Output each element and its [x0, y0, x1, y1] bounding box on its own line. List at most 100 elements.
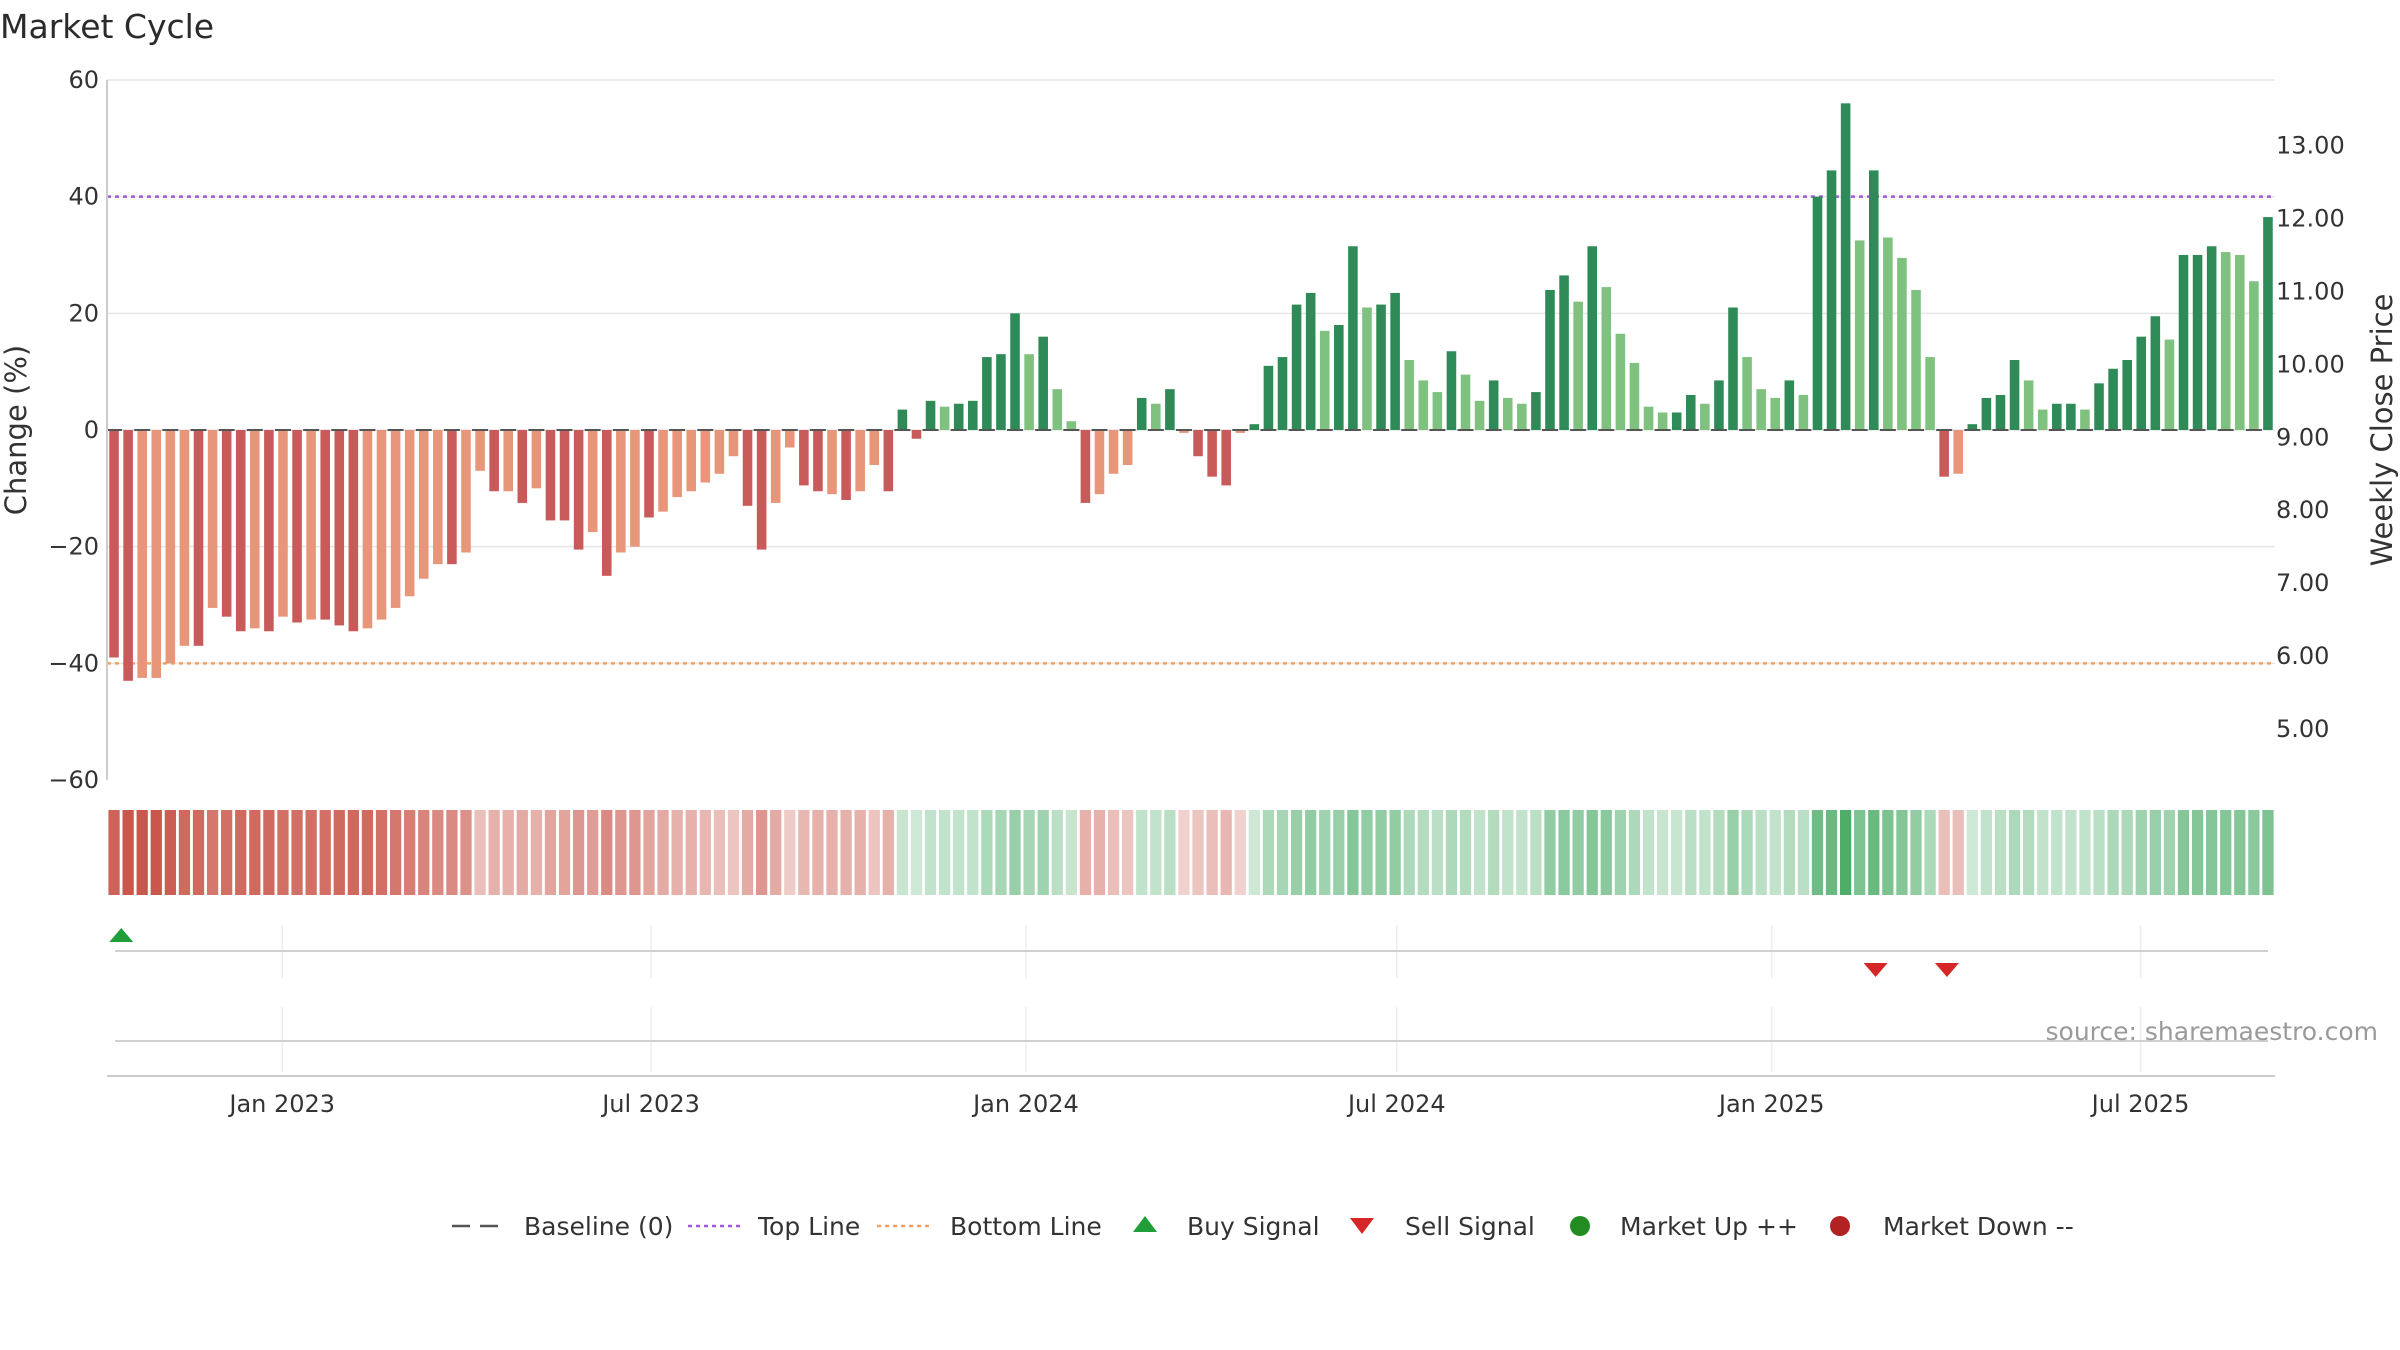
heat-cell-44: [727, 810, 740, 895]
legend-item: Baseline (0): [452, 1212, 673, 1241]
bar-120: [1798, 395, 1809, 430]
heat-cell-123: [1839, 810, 1852, 895]
heat-cell-70: [1093, 810, 1106, 895]
bar-19: [376, 430, 387, 620]
bar-32: [559, 430, 570, 521]
heat-cell-108: [1628, 810, 1641, 895]
bar-10: [250, 430, 260, 629]
bar-131: [1953, 430, 1964, 474]
right-tick-label: 8.00: [2276, 496, 2329, 524]
heat-cell-150: [2220, 810, 2232, 895]
bar-34: [587, 430, 598, 533]
bar-series: [109, 103, 2273, 681]
bar-71: [1108, 430, 1119, 474]
bar-128: [1911, 290, 1921, 430]
signals-panel: [109, 925, 2268, 978]
bar-136: [2023, 380, 2034, 430]
heat-cell-118: [1769, 810, 1781, 895]
bar-95: [1446, 351, 1457, 430]
bar-91: [1390, 292, 1400, 430]
bar-108: [1629, 362, 1640, 430]
bar-92: [1404, 360, 1414, 430]
bar-149: [2206, 246, 2217, 430]
bar-87: [1334, 325, 1344, 430]
heat-cell-114: [1713, 810, 1725, 895]
heat-cell-120: [1797, 810, 1810, 895]
heat-cell-71: [1107, 810, 1120, 895]
bar-53: [855, 430, 865, 492]
heat-cell-132: [1966, 810, 1978, 895]
heat-cell-75: [1164, 810, 1176, 895]
heat-cell-107: [1614, 810, 1627, 895]
left-tick-label: −40: [48, 649, 99, 677]
bar-127: [1897, 257, 1907, 430]
sell-signal-marker: [1863, 963, 1888, 977]
heat-cell-82: [1262, 810, 1275, 895]
bar-124: [1854, 240, 1865, 430]
heat-cell-106: [1600, 810, 1612, 895]
bar-83: [1277, 357, 1288, 430]
heat-cell-55: [882, 810, 894, 895]
heat-cell-20: [389, 810, 402, 895]
bar-77: [1193, 430, 1203, 457]
heat-cell-56: [896, 810, 909, 895]
heat-cell-117: [1755, 810, 1767, 895]
bar-63: [996, 354, 1006, 430]
heat-cell-147: [2177, 810, 2190, 895]
legend-item: Bottom Line: [877, 1212, 1102, 1241]
heat-cell-90: [1375, 810, 1387, 895]
heat-cell-145: [2149, 810, 2161, 895]
bar-142: [2108, 368, 2118, 430]
bar-109: [1643, 406, 1654, 430]
x-axis-ticks: Jan 2023 Jul 2023 Jan 2024 Jul 2024 Jan 2025…: [107, 1075, 2275, 1118]
heat-cell-133: [1980, 810, 1993, 895]
heat-cell-94: [1431, 810, 1443, 895]
bar-75: [1165, 389, 1175, 430]
legend-sell-triangle-icon: [1350, 1218, 1374, 1234]
buy-signal-marker: [109, 928, 134, 942]
source-text: source: sharemaestro.com: [2046, 1017, 2379, 1046]
heat-cell-54: [868, 810, 880, 895]
heat-cell-142: [2107, 810, 2119, 895]
heat-cell-13: [291, 810, 303, 895]
left-tick-label: 20: [68, 299, 99, 327]
heat-cell-93: [1417, 810, 1429, 895]
heat-cell-19: [375, 810, 388, 895]
heat-cell-46: [755, 810, 768, 895]
bar-118: [1770, 397, 1781, 430]
heat-cell-77: [1192, 810, 1204, 895]
heat-cell-61: [967, 810, 979, 895]
right-tick-label: 10.00: [2276, 350, 2345, 378]
heat-cell-87: [1333, 810, 1345, 895]
heat-cell-52: [840, 810, 852, 895]
left-y-ticks: 60 40 20 0 −20 −40 −60: [48, 66, 99, 794]
right-axis-label: Weekly Close Price: [2365, 294, 2399, 567]
legend-label: Top Line: [757, 1212, 860, 1241]
heat-cell-47: [770, 810, 782, 895]
heat-cell-115: [1727, 810, 1739, 895]
heat-cell-136: [2023, 810, 2035, 895]
bar-55: [883, 430, 894, 492]
bar-57: [911, 430, 922, 439]
bar-8: [221, 430, 232, 617]
bar-35: [601, 430, 612, 576]
heat-cell-129: [1924, 810, 1936, 895]
heat-cell-38: [643, 810, 655, 895]
bar-65: [1024, 354, 1034, 430]
bar-40: [672, 430, 682, 498]
bar-20: [390, 430, 401, 608]
bar-56: [897, 409, 908, 430]
bar-115: [1728, 307, 1738, 430]
heat-cell-109: [1642, 810, 1655, 895]
heat-cell-16: [333, 810, 345, 895]
legend: Baseline (0) Top Line Bottom Line Buy Signa…: [452, 1212, 2074, 1241]
heat-cell-122: [1825, 810, 1838, 895]
bar-47: [770, 430, 781, 503]
heat-cell-6: [192, 810, 205, 895]
bar-64: [1010, 313, 1020, 430]
bar-133: [1981, 397, 1992, 430]
heat-cell-64: [1009, 810, 1021, 895]
bar-36: [616, 430, 626, 553]
heat-cell-148: [2191, 810, 2204, 895]
bar-1: [123, 430, 133, 681]
